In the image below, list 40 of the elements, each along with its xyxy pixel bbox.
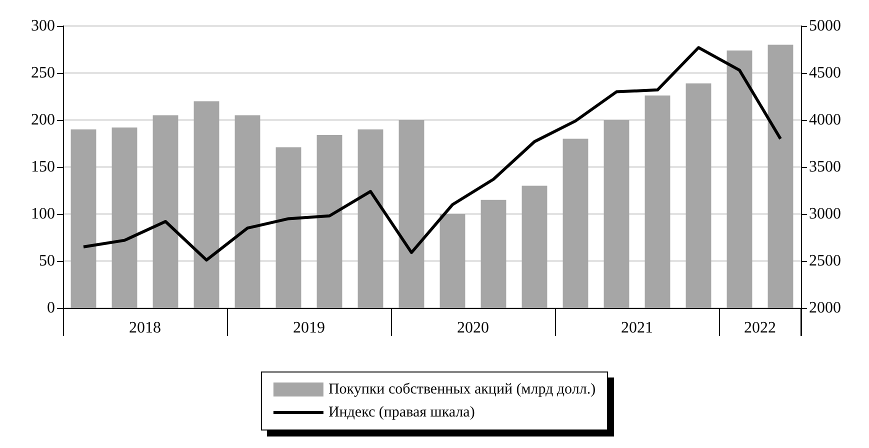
bar	[112, 128, 138, 308]
bar	[316, 135, 342, 308]
y-tick-label: 0	[47, 300, 55, 316]
y2-tick-label: 3000	[809, 206, 841, 222]
y2-tick-label: 4500	[809, 64, 841, 82]
y2-tick-label: 2500	[809, 252, 841, 270]
y2-tick-label: 2000	[809, 300, 841, 316]
text: 2022	[744, 320, 776, 336]
y-tick-label: 100	[31, 206, 55, 222]
bar	[522, 186, 548, 308]
bar	[768, 44, 794, 308]
text: 2021	[621, 320, 653, 336]
line-series	[82, 46, 782, 262]
y-tick-label: 150	[31, 158, 55, 176]
bar	[604, 120, 630, 308]
bar	[440, 214, 466, 308]
bar	[480, 200, 506, 308]
bar	[686, 83, 712, 308]
legend-label: Индекс (правая шкала)	[328, 404, 475, 420]
y2-tick-label: 5000	[809, 18, 841, 34]
text: 2019	[293, 320, 325, 336]
bar	[358, 129, 384, 308]
bar	[562, 138, 588, 308]
legend-label: Покупки собственных акций (млрд долл.)	[328, 382, 596, 398]
bar	[152, 115, 178, 308]
bar	[644, 96, 670, 308]
text: 2018	[129, 320, 161, 336]
y-tick-label: 300	[31, 18, 55, 34]
bar	[276, 147, 302, 308]
bar	[726, 50, 752, 308]
y2-tick-label: 3500	[809, 158, 841, 176]
bar	[398, 120, 424, 308]
bar	[194, 101, 220, 308]
bar	[234, 115, 260, 308]
y-tick-label: 250	[31, 64, 55, 82]
bar	[70, 129, 96, 308]
y-tick-label: 50	[39, 252, 55, 270]
y2-tick-label: 4000	[809, 112, 841, 128]
text: 2020	[457, 320, 489, 336]
y-tick-label: 200	[31, 112, 55, 128]
